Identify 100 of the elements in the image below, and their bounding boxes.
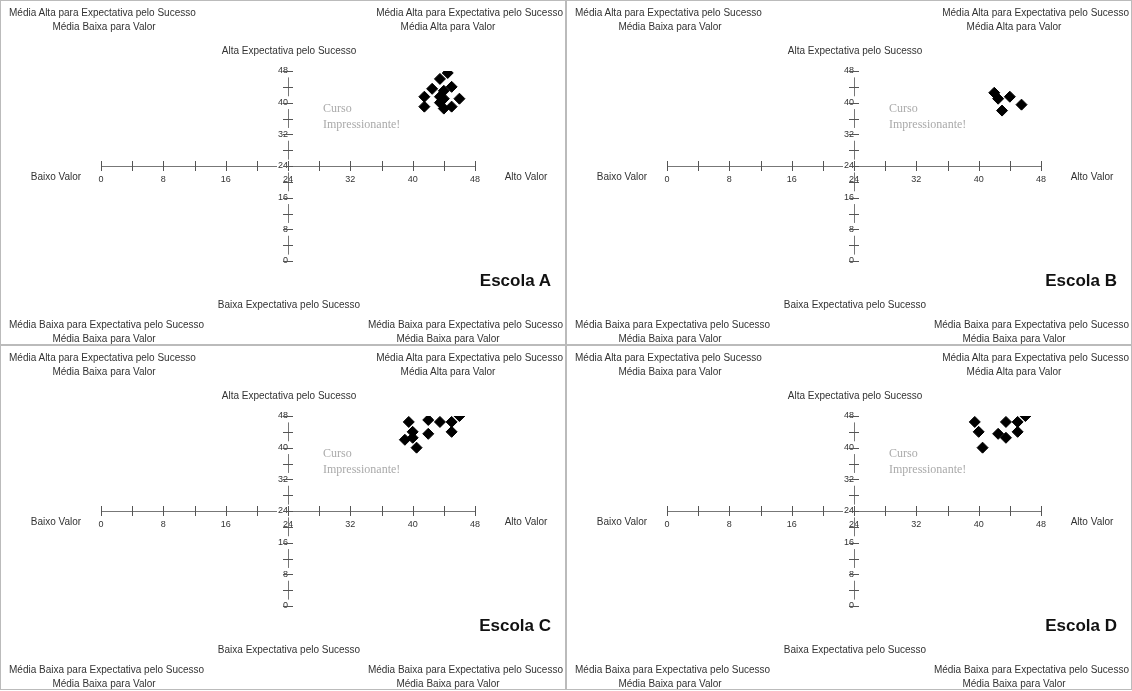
text: Alta Expectativa pelo Sucesso xyxy=(786,45,924,56)
text: Baixo Valor xyxy=(595,516,649,527)
text: Média Alta para Valor xyxy=(965,21,1063,32)
point xyxy=(999,431,1012,444)
point xyxy=(992,427,1005,440)
text: Média Baixa para Valor xyxy=(617,21,723,32)
x-tick-label: 48 xyxy=(469,173,481,184)
x-tick-label: 16 xyxy=(220,173,231,184)
text: Média Baixa para Valor xyxy=(961,678,1067,689)
text: Escola B xyxy=(1045,271,1117,291)
text: Escola C xyxy=(479,616,551,636)
x-tick-label: 8 xyxy=(160,173,166,184)
text: Média Baixa para Expectativa pelo Sucesso xyxy=(575,664,771,675)
x-tick-label: 40 xyxy=(973,518,984,529)
text: Média Baixa para Expectativa pelo Sucesso xyxy=(932,319,1129,330)
text: Média Baixa para Valor xyxy=(51,678,157,689)
text: Média Baixa para Expectativa pelo Sucesso xyxy=(575,319,771,330)
point xyxy=(426,82,439,95)
text: Escola D xyxy=(1045,616,1117,636)
text: Média Alta para Valor xyxy=(965,366,1063,377)
point xyxy=(433,72,446,85)
text: Média Alta para Expectativa pelo Sucesso xyxy=(941,352,1129,363)
point xyxy=(996,104,1009,117)
text: Alta Expectativa pelo Sucesso xyxy=(220,45,358,56)
text: Baixo Valor xyxy=(29,171,83,182)
point xyxy=(992,92,1005,105)
point xyxy=(402,416,415,428)
y-tick-label: 16 xyxy=(277,192,288,203)
text: Média Baixa para Expectativa pelo Sucesso xyxy=(366,319,563,330)
text: Média Baixa para Expectativa pelo Sucesso xyxy=(9,319,205,330)
x-tick-label: 0 xyxy=(98,518,104,529)
text: Média Alta para Expectativa pelo Sucesso xyxy=(575,352,763,363)
point xyxy=(422,416,435,426)
y-tick-label: 40 xyxy=(277,442,288,453)
text: Baixo Valor xyxy=(29,516,83,527)
text: Alto Valor xyxy=(503,516,549,527)
text: Média Baixa para Expectativa pelo Sucesso xyxy=(932,664,1129,675)
y-tick-label: 0 xyxy=(848,255,854,266)
x-tick-label: 16 xyxy=(786,173,797,184)
y-tick-label: 40 xyxy=(843,97,854,108)
text: Baixa Expectativa pelo Sucesso xyxy=(216,299,362,310)
text: Média Baixa para Valor xyxy=(617,366,723,377)
x-tick-label: 40 xyxy=(407,518,418,529)
x-tick-label: 48 xyxy=(1035,518,1047,529)
text: Média Baixa para Valor xyxy=(617,333,723,344)
text: Baixo Valor xyxy=(595,171,649,182)
x-tick-label: 32 xyxy=(345,518,356,529)
text: Baixa Expectativa pelo Sucesso xyxy=(782,644,928,655)
text: Média Baixa para Valor xyxy=(395,333,501,344)
x-tick-label: 40 xyxy=(407,173,418,184)
y-tick-label: 48 xyxy=(277,65,288,76)
text: Baixa Expectativa pelo Sucesso xyxy=(216,644,362,655)
point xyxy=(968,416,981,428)
text: Alta Expectativa pelo Sucesso xyxy=(220,390,358,401)
text: Média Baixa para Valor xyxy=(961,333,1067,344)
y-tick-label: 0 xyxy=(282,600,288,611)
x-tick-label: 16 xyxy=(786,518,797,529)
x-tick-label: 48 xyxy=(469,518,481,529)
text: Alto Valor xyxy=(1069,516,1115,527)
point xyxy=(453,92,466,105)
x-tick-label: 0 xyxy=(664,173,670,184)
annotation: Curso Impressionante! xyxy=(889,445,968,477)
text: Média Baixa para Valor xyxy=(617,678,723,689)
text: Média Baixa para Expectativa pelo Sucesso xyxy=(9,664,205,675)
text: Média Alta para Expectativa pelo Sucesso xyxy=(9,7,197,18)
y-tick-label: 0 xyxy=(282,255,288,266)
y-tick-label: 48 xyxy=(843,410,854,421)
text: Média Baixa para Valor xyxy=(51,366,157,377)
point xyxy=(976,441,989,454)
y-tick-label: 40 xyxy=(843,442,854,453)
text: Média Baixa para Valor xyxy=(51,333,157,344)
y-tick-label: 16 xyxy=(277,537,288,548)
text: Média Alta para Expectativa pelo Sucesso xyxy=(575,7,763,18)
point xyxy=(398,433,411,446)
annotation: Curso Impressionante! xyxy=(323,445,402,477)
text: Média Alta para Expectativa pelo Sucesso xyxy=(375,352,563,363)
x-tick-label: 48 xyxy=(1035,173,1047,184)
text: Alto Valor xyxy=(503,171,549,182)
text: Média Alta para Expectativa pelo Sucesso xyxy=(9,352,197,363)
y-tick-label: 40 xyxy=(277,97,288,108)
point xyxy=(972,425,985,438)
point xyxy=(445,100,458,113)
text: Média Baixa para Valor xyxy=(51,21,157,32)
text: Alto Valor xyxy=(1069,171,1115,182)
text: Média Baixa para Valor xyxy=(395,678,501,689)
x-tick-label: 40 xyxy=(973,173,984,184)
point xyxy=(410,441,423,454)
x-tick-label: 32 xyxy=(911,518,922,529)
x-tick-label: 8 xyxy=(160,518,166,529)
point xyxy=(999,416,1012,428)
point xyxy=(1011,416,1024,428)
text: Média Alta para Valor xyxy=(399,21,497,32)
text: Média Baixa para Expectativa pelo Sucesso xyxy=(366,664,563,675)
point xyxy=(1015,98,1028,111)
x-tick-label: 8 xyxy=(726,173,732,184)
point xyxy=(1003,90,1016,103)
y-tick-label: 16 xyxy=(843,192,854,203)
text: Média Alta para Valor xyxy=(399,366,497,377)
point xyxy=(422,427,435,440)
x-tick-label: 8 xyxy=(726,518,732,529)
